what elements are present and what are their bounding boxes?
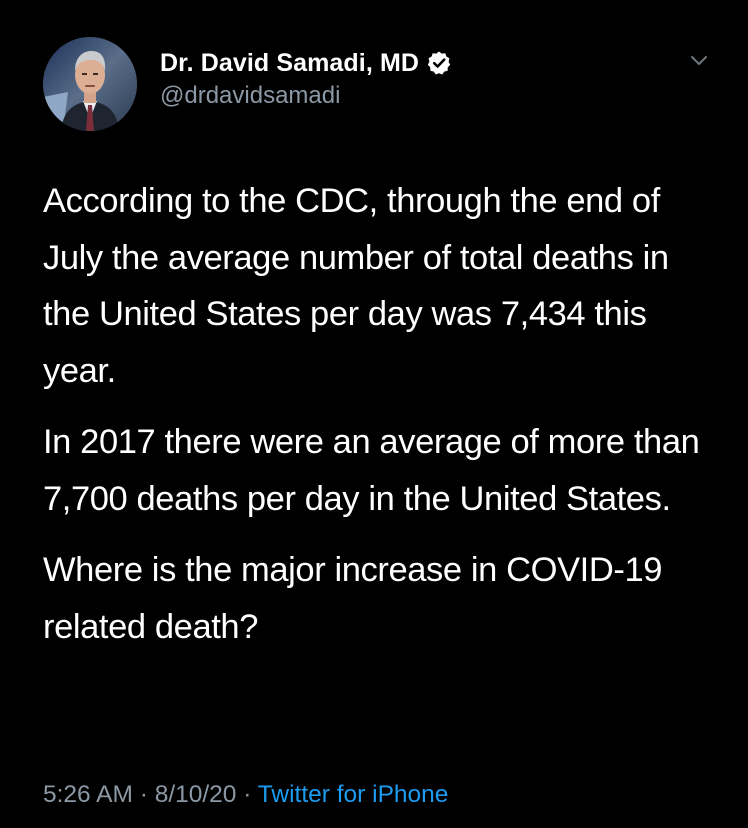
author-names: Dr. David Samadi, MD @drdavidsamadi [160,46,452,110]
chevron-down-icon[interactable] [689,51,709,71]
avatar-image [43,37,137,131]
tweet-time[interactable]: 5:26 AM [43,781,133,808]
verified-badge-icon [426,50,452,76]
meta-separator: · [243,781,252,808]
avatar[interactable] [43,37,137,131]
display-name-row: Dr. David Samadi, MD [160,46,452,80]
tweet-paragraph: In 2017 there were an average of more th… [43,423,700,518]
meta-separator: · [139,781,148,808]
tweet-meta: 5:26 AM · 8/10/20 · Twitter for iPhone [43,781,448,809]
tweet-text: According to the CDC, through the end of… [43,173,713,670]
tweet-paragraph: Where is the major increase in COVID-19 … [43,551,663,646]
tweet-header: Dr. David Samadi, MD @drdavidsamadi [43,37,723,133]
tweet-date[interactable]: 8/10/20 [154,781,237,808]
author-handle[interactable]: @drdavidsamadi [160,82,341,109]
tweet-paragraph: According to the CDC, through the end of… [43,182,669,390]
tweet-source-link[interactable]: Twitter for iPhone [257,781,449,808]
display-name[interactable]: Dr. David Samadi, MD [160,48,420,77]
